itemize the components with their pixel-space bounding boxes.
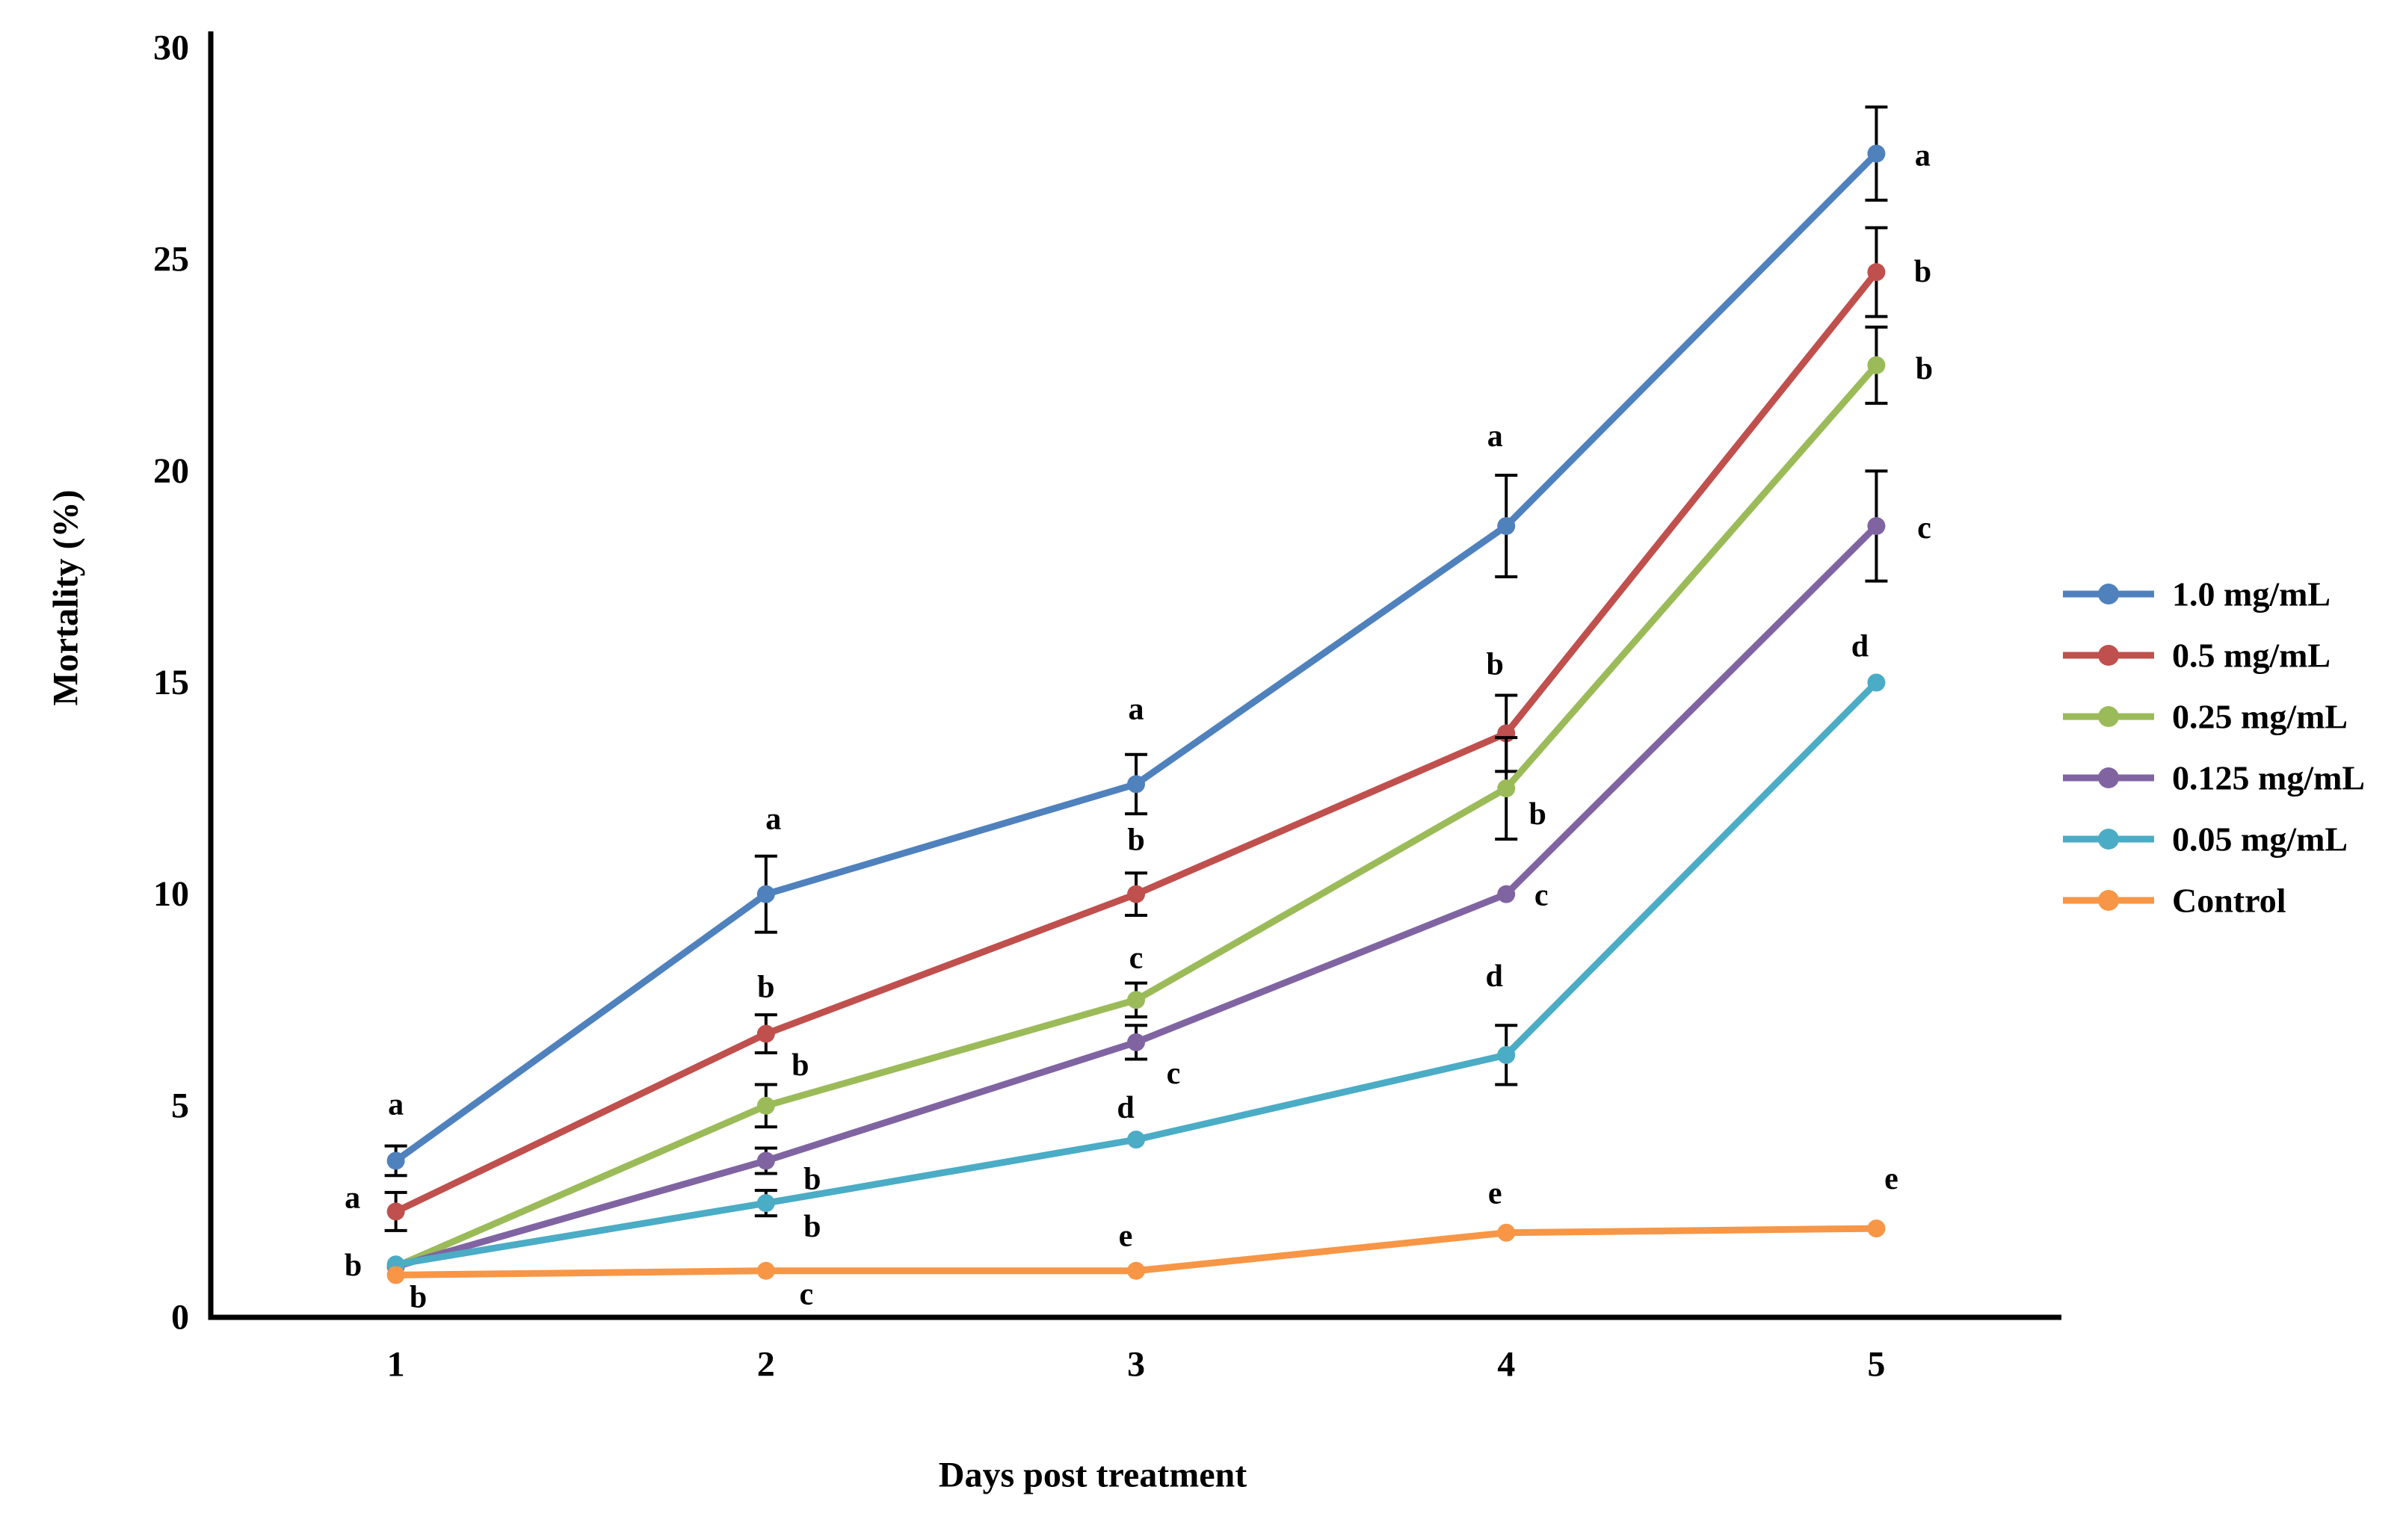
legend-item-Control: Control [2063, 882, 2286, 920]
sig-letter-0.25 mg/mL-day-4: b [1529, 797, 1546, 832]
y-tick-label-25: 25 [153, 240, 189, 279]
x-tick-label-2: 2 [757, 1345, 775, 1385]
legend-label-0.05 mg/mL: 0.05 mg/mL [2172, 820, 2348, 859]
sig-letter-0.05 mg/mL-day-5: d [1851, 630, 1869, 664]
sig-letter-0.125 mg/mL-day-5: c [1917, 511, 1931, 545]
data-point-0.125 mg/mL-day-5 [1867, 516, 1886, 535]
sig-letter-1.0 mg/mL-day-3: a [1129, 692, 1144, 726]
data-point-0.5 mg/mL-day-1 [386, 1202, 405, 1221]
sig-letter-0.5 mg/mL-day-3: b [1127, 823, 1144, 858]
y-axis-title: Mortality (%) [46, 489, 86, 706]
sig-letter-Control-day-5: e [1884, 1162, 1898, 1196]
data-point-0.5 mg/mL-day-5 [1867, 263, 1886, 282]
data-point-Control-day-1 [386, 1266, 405, 1284]
legend-item-0.25 mg/mL: 0.25 mg/mL [2063, 698, 2348, 736]
sig-letter-1.0 mg/mL-day-4: a [1487, 419, 1503, 454]
series-0.125 mg/mL: b c c c [386, 469, 1931, 1276]
x-tick-label-3: 3 [1127, 1345, 1145, 1385]
legend-marker-dot [2098, 767, 2119, 788]
data-point-1.0 mg/mL-day-1 [386, 1151, 405, 1170]
sig-letter-Control-day-4: e [1488, 1177, 1502, 1211]
y-tick-label-10: 10 [153, 874, 189, 914]
legend-marker-dot [2098, 584, 2119, 604]
sig-letter-0.05 mg/mL-day-3: d [1117, 1091, 1134, 1125]
sig-letter-0.05 mg/mL-day-4: d [1486, 959, 1503, 994]
series-1.0 mg/mL: a a a a a [384, 105, 1931, 1178]
data-point-1.0 mg/mL-day-4 [1497, 516, 1516, 535]
data-point-0.125 mg/mL-day-4 [1497, 885, 1516, 903]
data-point-0.25 mg/mL-day-2 [756, 1096, 775, 1115]
y-tick-label-20: 20 [153, 451, 189, 491]
x-tick-label-5: 5 [1867, 1345, 1885, 1385]
x-tick-label-4: 4 [1497, 1345, 1515, 1385]
data-point-Control-day-4 [1497, 1223, 1516, 1242]
data-point-0.125 mg/mL-day-3 [1127, 1033, 1145, 1051]
legend-label-0.125 mg/mL: 0.125 mg/mL [2172, 759, 2365, 797]
sig-letter-0.25 mg/mL-day-3: c [1129, 941, 1144, 975]
sig-letter-0.125 mg/mL-day-3: c [1167, 1057, 1181, 1091]
data-point-1.0 mg/mL-day-2 [756, 885, 775, 903]
sig-letter-1.0 mg/mL-day-2: a [765, 803, 781, 837]
data-point-0.25 mg/mL-day-3 [1127, 991, 1145, 1009]
series-0.5 mg/mL: a b b b b [345, 226, 1931, 1232]
data-point-1.0 mg/mL-day-3 [1127, 775, 1145, 794]
sig-letter-0.5 mg/mL-day-5: b [1914, 255, 1931, 289]
data-point-Control-day-5 [1867, 1219, 1886, 1238]
legend-item-0.125 mg/mL: 0.125 mg/mL [2063, 759, 2365, 797]
sig-letter-0.125 mg/mL-day-2: b [803, 1162, 821, 1196]
legend-label-1.0 mg/mL: 1.0 mg/mL [2172, 575, 2330, 613]
data-point-Control-day-3 [1127, 1261, 1145, 1280]
sig-letter-0.125 mg/mL-day-4: c [1534, 879, 1549, 913]
y-tick-label-30: 30 [153, 28, 189, 68]
legend-item-1.0 mg/mL: 1.0 mg/mL [2063, 575, 2330, 613]
sig-letter-0.25 mg/mL-day-5: b [1916, 352, 1933, 386]
legend: 1.0 mg/mL 0.5 mg/mL 0.25 mg/mL 0.125 mg/mL 0… [2063, 575, 2365, 920]
series-Control: b cee e [386, 1162, 1898, 1314]
legend-marker-dot [2098, 890, 2119, 911]
data-point-1.0 mg/mL-day-5 [1867, 144, 1886, 163]
sig-letter-Control-day-3: e [1119, 1219, 1133, 1254]
y-tick-label-5: 5 [171, 1086, 189, 1125]
series-line-0.5 mg/mL [394, 270, 1879, 1215]
sig-letter-1.0 mg/mL-day-1: a [388, 1087, 404, 1122]
data-point-0.25 mg/mL-day-5 [1867, 356, 1886, 374]
data-point-0.125 mg/mL-day-2 [756, 1151, 775, 1170]
legend-item-0.05 mg/mL: 0.05 mg/mL [2063, 820, 2348, 859]
y-tick-label-15: 15 [153, 663, 189, 702]
legend-marker-dot [2098, 645, 2119, 666]
data-point-0.05 mg/mL-day-2 [756, 1194, 775, 1213]
data-point-0.5 mg/mL-day-3 [1127, 885, 1145, 903]
data-point-0.5 mg/mL-day-2 [756, 1024, 775, 1043]
data-point-Control-day-2 [756, 1261, 775, 1280]
data-point-0.05 mg/mL-day-4 [1497, 1045, 1516, 1064]
legend-marker-dot [2098, 829, 2119, 850]
x-tick-label-1: 1 [387, 1345, 405, 1385]
sig-letter-Control-day-2: c [799, 1278, 813, 1312]
sig-letter-0.05 mg/mL-day-2: b [803, 1210, 821, 1244]
legend-label-0.25 mg/mL: 0.25 mg/mL [2172, 698, 2348, 736]
x-axis-title: Days post treatment [938, 1455, 1247, 1495]
legend-marker-dot [2098, 706, 2119, 727]
sig-letter-1.0 mg/mL-day-5: a [1915, 139, 1931, 173]
legend-label-Control: Control [2172, 882, 2286, 920]
legend-item-0.5 mg/mL: 0.5 mg/mL [2063, 637, 2330, 675]
sig-letter-0.5 mg/mL-day-4: b [1487, 647, 1504, 681]
sig-letter-0.5 mg/mL-day-2: b [757, 971, 774, 1005]
data-point-0.05 mg/mL-day-3 [1127, 1131, 1145, 1149]
sig-letter-Control-day-1: b [410, 1280, 427, 1314]
data-point-0.25 mg/mL-day-4 [1497, 779, 1516, 798]
sig-letter-0.25 mg/mL-day-2: b [792, 1048, 809, 1083]
sig-letter-0.5 mg/mL-day-1: a [345, 1181, 360, 1215]
data-point-0.05 mg/mL-day-5 [1867, 673, 1886, 692]
y-tick-label-0: 0 [171, 1298, 189, 1338]
series-0.25 mg/mL: bcbb [386, 325, 1933, 1276]
legend-label-0.5 mg/mL: 0.5 mg/mL [2172, 637, 2330, 675]
sig-letter-0.05 mg/mL-day-1: b [345, 1249, 362, 1283]
